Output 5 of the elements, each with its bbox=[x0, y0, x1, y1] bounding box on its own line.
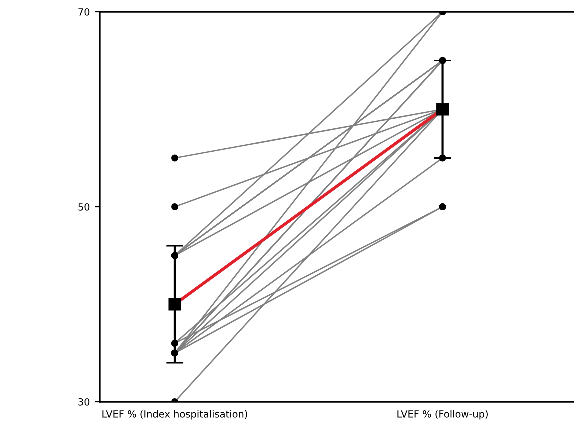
x-tick-label: LVEF % (Follow-up) bbox=[398, 410, 488, 420]
y-tick-label: 70 bbox=[78, 8, 90, 16]
y-tick-label: 30 bbox=[78, 398, 90, 406]
x-tick-label: LVEF % (Index hospitalisation) bbox=[102, 410, 248, 420]
y-tick-label: 50 bbox=[78, 203, 90, 211]
